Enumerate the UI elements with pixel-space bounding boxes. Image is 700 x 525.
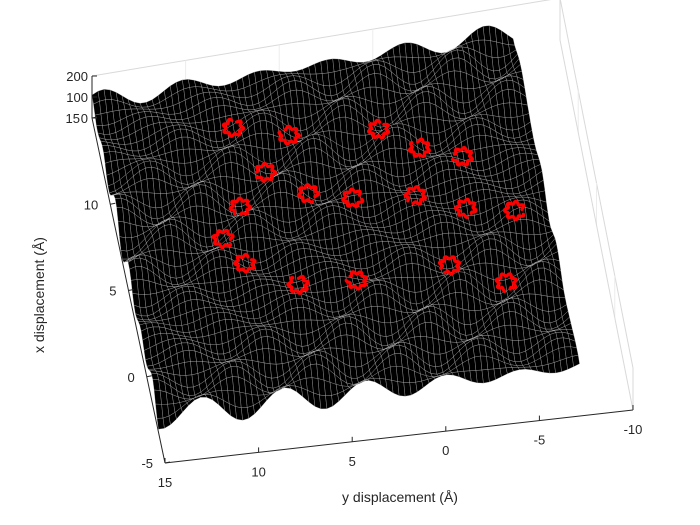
y-tick-label: 15 [158, 475, 172, 490]
x-axis-label: x displacement (Å) [31, 237, 47, 353]
y-tick-label: -10 [624, 422, 643, 437]
trajectory-11 [453, 197, 478, 219]
x-tick [146, 375, 152, 378]
trajectory-8 [407, 137, 431, 159]
x-axis-ticks: -5 0 5 10 15 [66, 111, 171, 471]
x-tick-label: 5 [109, 284, 116, 299]
trajectory-2 [277, 124, 301, 146]
trajectory-9 [450, 145, 474, 167]
z-tick-label: 0 [81, 111, 88, 126]
x-tick-label: -5 [141, 456, 153, 471]
trajectory-6 [341, 187, 365, 209]
x-tick-label: 10 [84, 197, 98, 212]
x-tick [110, 202, 116, 205]
trajectory-13 [232, 252, 257, 274]
surface-mesh-strip [107, 113, 546, 263]
trajectory-17 [494, 272, 518, 294]
y-axis-label: y displacement (Å) [342, 489, 458, 505]
surface-mesh-strip [139, 261, 577, 405]
surface-mesh-strip [91, 25, 530, 187]
x-tick-label: 15 [66, 111, 80, 126]
x-tick [164, 461, 171, 464]
z-axis-ticks: 0 100 200 [66, 69, 97, 126]
trajectory-16 [437, 255, 462, 276]
trajectory-4 [228, 196, 253, 217]
trajectory-10 [403, 185, 427, 206]
trajectory-5 [296, 183, 321, 204]
z-tick-label: 200 [66, 69, 88, 84]
trajectory-layer [211, 117, 526, 295]
y-tick-label: -5 [534, 433, 546, 448]
x-tick-label: 0 [128, 370, 135, 385]
z-tick-label: 100 [66, 90, 88, 105]
trajectory-1 [221, 117, 246, 138]
y-axis-ticks: 15 10 5 0 -5 -10 [158, 405, 643, 490]
trajectory-15 [344, 270, 369, 291]
trajectory-3 [254, 161, 278, 183]
box-edge [559, 39, 634, 411]
box-edge [91, 0, 552, 77]
trajectory-12 [502, 199, 526, 222]
y-axis-line [164, 409, 634, 464]
trajectory-14 [286, 274, 310, 295]
potential-surface [91, 25, 580, 430]
surface-mesh-strip [155, 346, 580, 430]
surface-mesh-strip [123, 190, 562, 326]
x-tick [128, 289, 134, 291]
y-tick-label: 10 [251, 464, 265, 479]
y-tick-label: 5 [349, 454, 356, 469]
trajectory-18 [211, 228, 235, 250]
trajectory-7 [367, 118, 391, 140]
y-tick-label: 0 [442, 443, 449, 458]
